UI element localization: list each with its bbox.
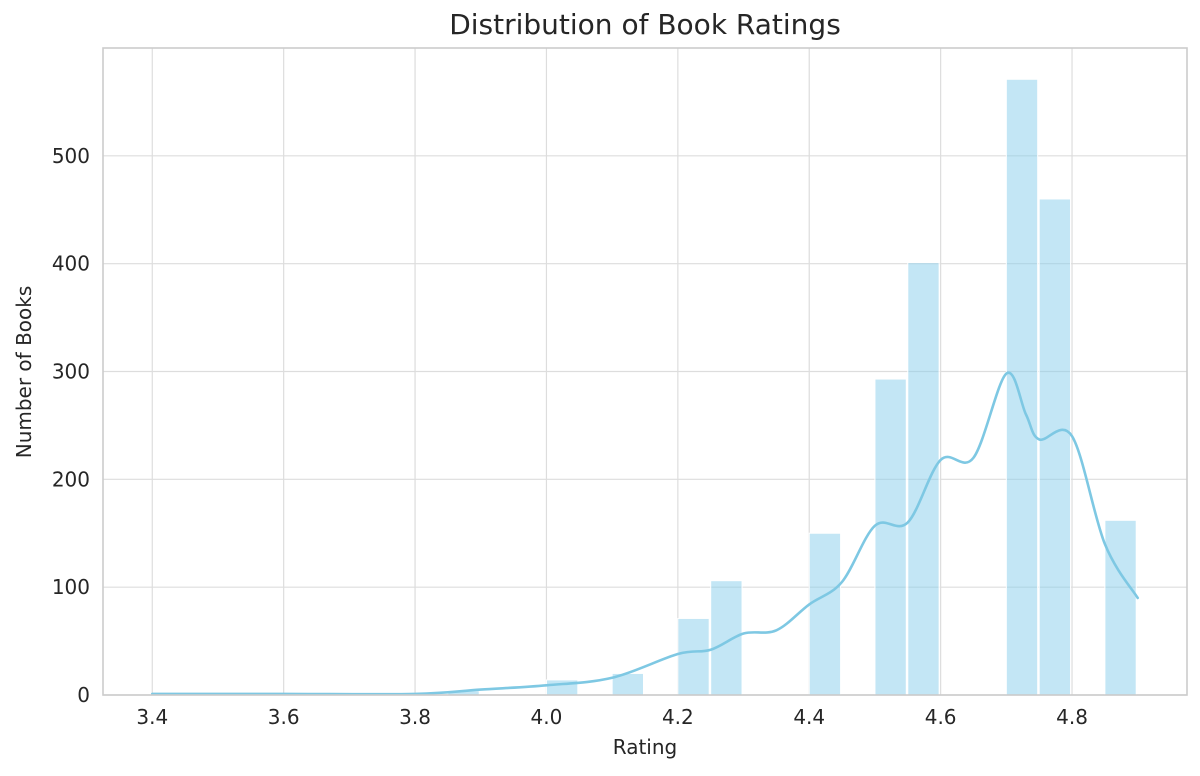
x-axis-label: Rating [612,735,678,759]
y-tick-label: 100 [52,575,90,599]
x-tick-label: 4.2 [662,705,694,729]
kde-curve [150,371,1140,696]
x-tick-label: 4.4 [793,705,825,729]
plot-frame [102,47,1188,696]
histogram-bar [710,580,743,696]
x-tick-label: 3.6 [268,705,300,729]
histogram-bar [677,617,710,696]
x-tick-label: 4.8 [1056,705,1088,729]
y-tick-label: 200 [52,467,90,491]
chart-title: Distribution of Book Ratings [449,8,841,41]
x-tick-label: 3.8 [399,705,431,729]
x-tick-label: 4.0 [531,705,563,729]
y-tick-label: 0 [77,683,90,707]
y-tick-label: 300 [52,360,90,384]
histogram-bar [1005,78,1039,696]
histogram-bar [874,378,907,696]
histogram-bar [907,262,940,696]
y-tick-label: 500 [52,144,90,168]
histogram-bar [808,532,842,696]
histogram-bar [1038,198,1072,696]
y-tick-label: 400 [52,252,90,276]
histogram-bar [1104,519,1137,696]
x-tick-label: 3.4 [136,705,168,729]
x-tick-label: 4.6 [925,705,957,729]
